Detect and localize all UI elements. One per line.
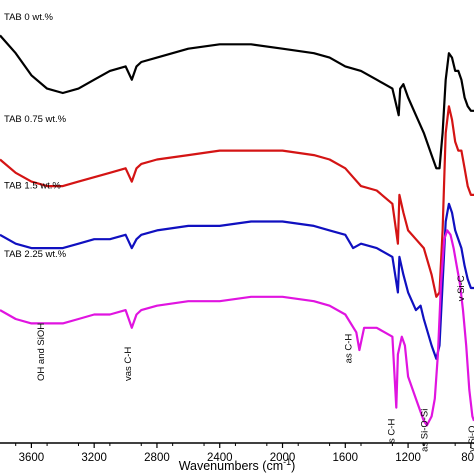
x-axis-title: Wavenumbers (cm-1)	[179, 457, 296, 473]
annotation-2: as C-H	[344, 334, 355, 364]
series-label-1: TAB 0.75 wt.%	[4, 114, 67, 125]
series-label-0: TAB 0 wt.%	[4, 12, 53, 23]
x-tick-label-2: 2800	[144, 452, 170, 464]
annotation-1: vas C-H	[123, 347, 134, 381]
annotation-4: as Si-O-Si	[420, 409, 431, 452]
x-tick-label-5: 1600	[333, 452, 359, 464]
series-line-2	[0, 202, 474, 360]
series-line-0	[0, 34, 474, 170]
annotation-layer: OH and SiOH vas C-H as C-H s C-H as Si-O-Si v…	[36, 275, 474, 452]
series-label-layer: TAB 0 wt.% TAB 0.75 wt.% TAB 1.5 wt.% TAB 2…	[4, 12, 67, 260]
annotation-0: OH and SiOH	[36, 323, 47, 381]
x-tick-label-7: 800	[461, 452, 474, 464]
series-layer	[0, 34, 474, 427]
annotation-3: s C-H	[387, 419, 398, 443]
series-line-3	[0, 229, 474, 427]
x-tick-label-6: 1200	[395, 452, 421, 464]
series-label-2: TAB 1.5 wt.%	[4, 180, 61, 191]
annotation-6: v Si-O	[467, 426, 474, 452]
x-tick-label-1: 3200	[81, 452, 107, 464]
annotation-5: v Si-C	[456, 275, 467, 301]
x-tick-label-4: 2000	[270, 452, 296, 464]
series-line-1	[0, 105, 474, 298]
x-tick-label-0: 3600	[19, 452, 45, 464]
x-axis-ticks: 3600 3200 2800 2400 2000 1600 1200 800	[15, 443, 474, 464]
x-tick-label-3: 2400	[207, 452, 233, 464]
series-label-3: TAB 2.25 wt.%	[4, 249, 67, 260]
